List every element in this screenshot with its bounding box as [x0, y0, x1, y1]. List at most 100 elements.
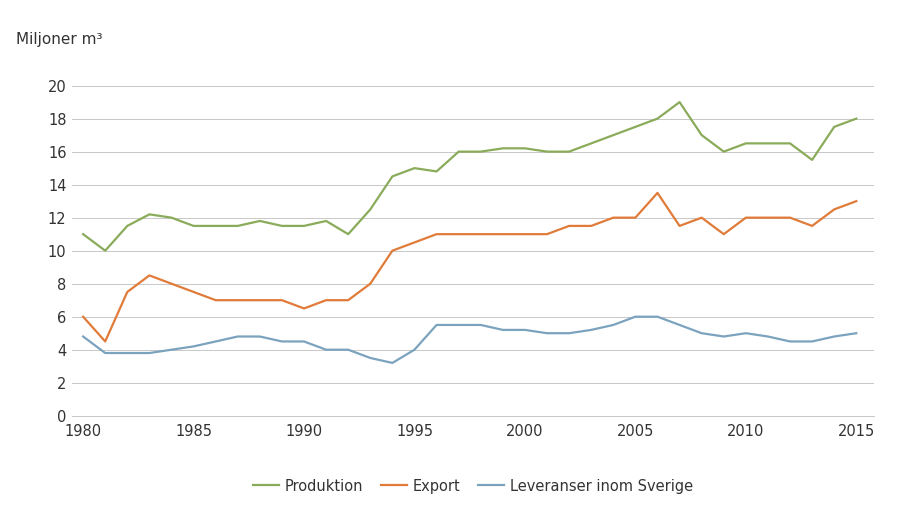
Leveranser inom Sverige [100, 350, 111, 356]
Export [432, 231, 442, 237]
Produktion [453, 149, 464, 155]
Produktion [166, 214, 177, 221]
Leveranser inom Sverige [586, 327, 596, 333]
Export [762, 214, 773, 221]
Produktion [851, 116, 861, 122]
Export [254, 297, 265, 303]
Export [476, 231, 487, 237]
Produktion [210, 223, 221, 229]
Export [718, 231, 729, 237]
Produktion [630, 124, 641, 130]
Export [586, 223, 596, 229]
Produktion [277, 223, 287, 229]
Leveranser inom Sverige [365, 355, 376, 361]
Leveranser inom Sverige [232, 334, 243, 340]
Leveranser inom Sverige [497, 327, 508, 333]
Produktion [100, 247, 111, 254]
Produktion [476, 149, 487, 155]
Leveranser inom Sverige [432, 322, 442, 328]
Leveranser inom Sverige [652, 314, 663, 320]
Produktion [520, 146, 531, 152]
Produktion [497, 146, 508, 152]
Export [188, 289, 199, 295]
Export [100, 338, 111, 344]
Export [741, 214, 751, 221]
Export [564, 223, 575, 229]
Export [298, 305, 309, 311]
Text: Miljoner m³: Miljoner m³ [16, 31, 103, 47]
Produktion [365, 206, 376, 212]
Produktion [298, 223, 309, 229]
Produktion [188, 223, 199, 229]
Leveranser inom Sverige [188, 343, 199, 349]
Leveranser inom Sverige [851, 330, 861, 336]
Leveranser inom Sverige [542, 330, 552, 336]
Export [232, 297, 243, 303]
Export [166, 281, 177, 287]
Export [409, 239, 420, 245]
Export [210, 297, 221, 303]
Leveranser inom Sverige [762, 334, 773, 340]
Leveranser inom Sverige [829, 334, 840, 340]
Produktion [387, 173, 398, 179]
Leveranser inom Sverige [342, 347, 353, 353]
Produktion [741, 140, 751, 147]
Export [277, 297, 287, 303]
Export [630, 214, 641, 221]
Leveranser inom Sverige [409, 347, 420, 353]
Leveranser inom Sverige [785, 338, 796, 344]
Leveranser inom Sverige [122, 350, 132, 356]
Export [453, 231, 464, 237]
Leveranser inom Sverige [166, 347, 177, 353]
Export [674, 223, 685, 229]
Export [696, 214, 707, 221]
Produktion [432, 168, 442, 174]
Leveranser inom Sverige [520, 327, 531, 333]
Export [806, 223, 817, 229]
Export [608, 214, 619, 221]
Produktion [652, 116, 663, 122]
Export [144, 272, 155, 278]
Produktion [122, 223, 132, 229]
Leveranser inom Sverige [277, 338, 287, 344]
Produktion [232, 223, 243, 229]
Leveranser inom Sverige [77, 334, 88, 340]
Produktion [564, 149, 575, 155]
Produktion [342, 231, 353, 237]
Leveranser inom Sverige [387, 360, 398, 366]
Leveranser inom Sverige [453, 322, 464, 328]
Leveranser inom Sverige [254, 334, 265, 340]
Leveranser inom Sverige [674, 322, 685, 328]
Produktion [77, 231, 88, 237]
Line: Produktion: Produktion [83, 102, 856, 250]
Export [122, 289, 132, 295]
Export [321, 297, 332, 303]
Produktion [144, 211, 155, 218]
Export [851, 198, 861, 204]
Produktion [829, 124, 840, 130]
Export [829, 206, 840, 212]
Produktion [674, 99, 685, 105]
Export [520, 231, 531, 237]
Produktion [762, 140, 773, 147]
Export [542, 231, 552, 237]
Produktion [542, 149, 552, 155]
Produktion [785, 140, 796, 147]
Produktion [696, 132, 707, 138]
Leveranser inom Sverige [696, 330, 707, 336]
Leveranser inom Sverige [630, 314, 641, 320]
Export [77, 314, 88, 320]
Leveranser inom Sverige [564, 330, 575, 336]
Leveranser inom Sverige [321, 347, 332, 353]
Legend: Produktion, Export, Leveranser inom Sverige: Produktion, Export, Leveranser inom Sver… [247, 473, 699, 499]
Leveranser inom Sverige [298, 338, 309, 344]
Produktion [254, 218, 265, 224]
Export [785, 214, 796, 221]
Produktion [321, 218, 332, 224]
Leveranser inom Sverige [476, 322, 487, 328]
Export [497, 231, 508, 237]
Line: Export: Export [83, 193, 856, 341]
Leveranser inom Sverige [144, 350, 155, 356]
Export [342, 297, 353, 303]
Leveranser inom Sverige [210, 338, 221, 344]
